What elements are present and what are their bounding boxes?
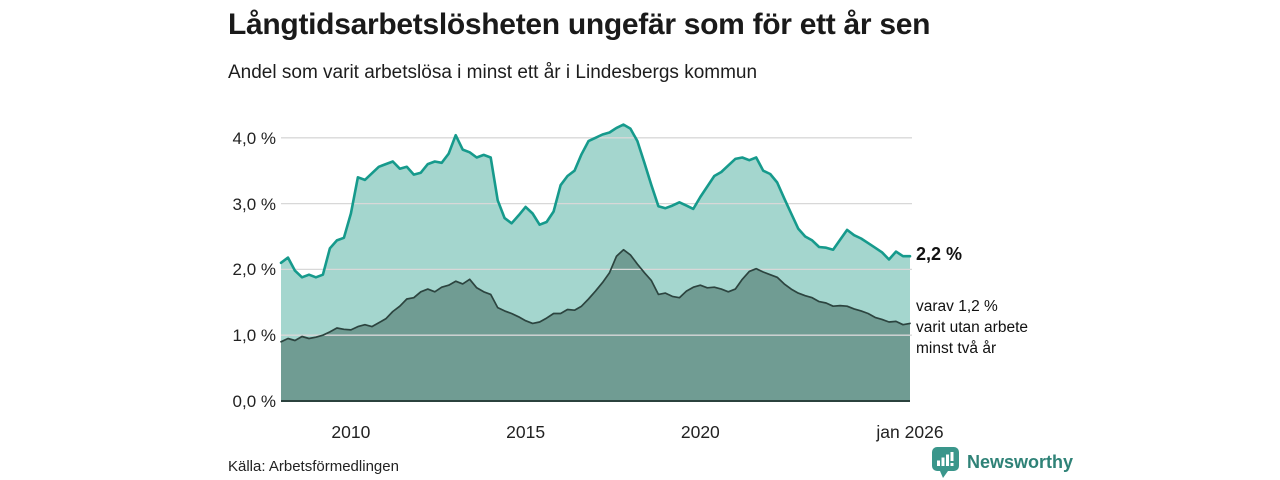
annotation-line: varit utan arbete [916, 319, 1029, 336]
y-tick-label: 1,0 % [232, 326, 276, 346]
x-tick-label: 2010 [331, 422, 371, 442]
y-tick-label: 3,0 % [232, 194, 276, 214]
y-tick-label: 4,0 % [232, 128, 276, 148]
chart-subtitle: Andel som varit arbetslösa i minst ett å… [228, 62, 758, 83]
x-tick-label: jan 2026 [876, 422, 944, 442]
x-tick-label: 2015 [506, 422, 546, 442]
x-tick-label: 2020 [680, 422, 720, 442]
Andel arbetslösa minst två år-area [281, 249, 910, 401]
brand-name: Newsworthy [967, 452, 1074, 472]
Andel arbetslösa minst två år-line [280, 248, 911, 343]
newsworthy-bars-icon [932, 447, 959, 478]
chart-title: Långtidsarbetslösheten ungefär som för e… [228, 8, 931, 41]
annotation-line: varav 1,2 % [916, 298, 998, 315]
Andel arbetslösa minst ett år-line [279, 123, 912, 279]
secondary-value-annotation: varav 1,2 % varit utan arbete minst två … [916, 296, 1028, 359]
newsworthy-logo: Newsworthy [932, 447, 1073, 478]
source-note: Källa: Arbetsförmedlingen [228, 458, 399, 475]
y-tick-label: 2,0 % [232, 260, 276, 280]
annotation-line: minst två år [916, 340, 997, 357]
y-tick-label: 0,0 % [232, 392, 276, 411]
latest-value-label: 2,2 % [916, 244, 963, 264]
